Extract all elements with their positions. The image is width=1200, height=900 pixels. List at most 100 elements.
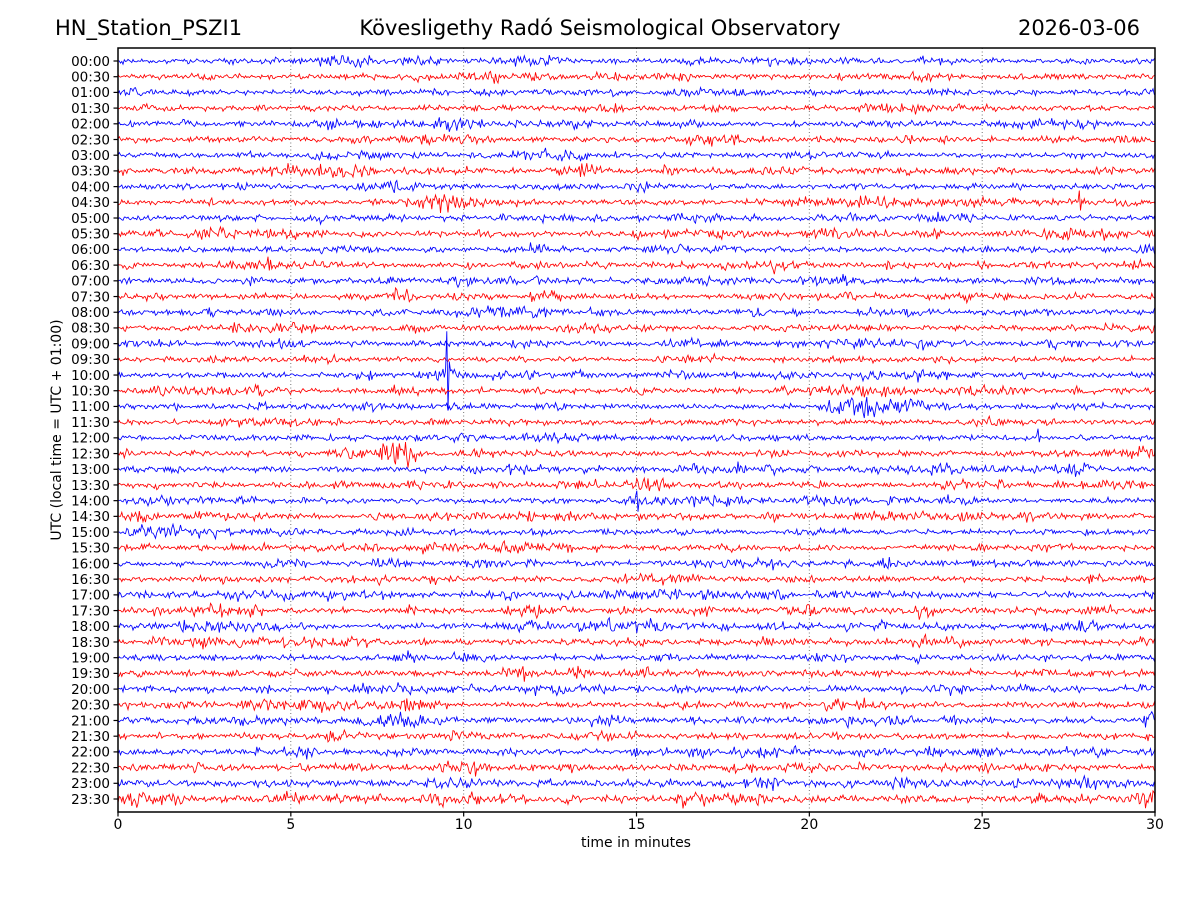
y-tick-label: 06:00 <box>71 242 110 258</box>
x-tick-label: 30 <box>1146 817 1164 833</box>
y-tick-label: 09:30 <box>71 352 110 368</box>
trace-18:00 <box>118 616 1155 634</box>
y-tick-label: 04:30 <box>71 195 110 211</box>
trace-10:30 <box>118 383 1155 398</box>
y-tick-label: 04:00 <box>71 179 110 195</box>
y-tick-label: 20:00 <box>71 682 110 698</box>
trace-00:00 <box>118 54 1155 68</box>
trace-16:30 <box>118 572 1155 587</box>
y-tick-label: 02:00 <box>71 117 110 133</box>
trace-11:30 <box>118 414 1155 428</box>
y-tick-label: 11:00 <box>71 399 110 415</box>
trace-09:30 <box>118 352 1155 366</box>
station-title: HN_Station_PSZI1 <box>55 16 243 40</box>
y-tick-label: 19:00 <box>71 651 110 667</box>
trace-19:00 <box>118 650 1155 666</box>
y-tick-label: 07:00 <box>71 274 110 290</box>
y-tick-label: 08:30 <box>71 321 110 337</box>
trace-13:30 <box>118 476 1155 492</box>
trace-17:00 <box>118 588 1155 603</box>
trace-20:00 <box>118 682 1155 697</box>
trace-05:30 <box>118 225 1155 242</box>
gridlines <box>290 48 983 812</box>
y-tick-label: 14:00 <box>71 494 110 510</box>
y-tick-label: 22:00 <box>71 745 110 761</box>
y-tick-label: 01:30 <box>71 101 110 117</box>
y-tick-label: 21:30 <box>71 729 110 745</box>
trace-02:00 <box>118 116 1155 132</box>
trace-04:00 <box>118 179 1155 194</box>
trace-21:00 <box>118 710 1155 730</box>
trace-03:00 <box>118 147 1155 162</box>
x-tick-label: 25 <box>973 817 991 833</box>
y-tick-label: 19:30 <box>71 666 110 682</box>
y-tick-label: 21:00 <box>71 713 110 729</box>
date-title: 2026-03-06 <box>1017 16 1140 40</box>
y-tick-label: 22:30 <box>71 760 110 776</box>
x-tick-label: 10 <box>455 817 473 833</box>
y-tick-label: 23:30 <box>71 792 110 808</box>
x-tick-label: 15 <box>628 817 646 833</box>
y-axis-label: UTC (local time = UTC + 01:00) <box>49 319 65 541</box>
trace-11:00 <box>118 396 1155 419</box>
y-tick-label: 16:30 <box>71 572 110 588</box>
y-tick-label: 13:00 <box>71 462 110 478</box>
trace-17:30 <box>118 602 1155 620</box>
y-tick-label: 05:30 <box>71 227 110 243</box>
y-tick-label: 00:30 <box>71 70 110 86</box>
trace-00:30 <box>118 70 1155 85</box>
y-tick-label: 03:30 <box>71 164 110 180</box>
y-axis: 00:0000:3001:0001:3002:0002:3003:0003:30… <box>71 54 118 808</box>
trace-12:00 <box>118 428 1155 445</box>
trace-09:00 <box>118 336 1155 351</box>
y-tick-label: 00:00 <box>71 54 110 70</box>
y-tick-label: 15:00 <box>71 525 110 541</box>
x-tick-label: 0 <box>114 817 123 833</box>
plot-border <box>117 47 1156 813</box>
y-tick-label: 05:00 <box>71 211 110 227</box>
y-tick-label: 13:30 <box>71 478 110 494</box>
trace-03:30 <box>118 163 1155 179</box>
trace-10:00 <box>118 331 1155 411</box>
trace-08:30 <box>118 321 1155 335</box>
trace-07:00 <box>118 273 1155 289</box>
y-tick-label: 09:00 <box>71 336 110 352</box>
trace-22:30 <box>118 760 1155 777</box>
trace-14:00 <box>118 490 1155 512</box>
trace-01:30 <box>118 102 1155 115</box>
y-tick-label: 17:00 <box>71 588 110 604</box>
y-tick-label: 07:30 <box>71 289 110 305</box>
trace-22:00 <box>118 744 1155 760</box>
trace-15:00 <box>118 522 1155 541</box>
y-tick-label: 12:30 <box>71 446 110 462</box>
y-tick-label: 03:00 <box>71 148 110 164</box>
x-axis-label: time in minutes <box>581 835 691 851</box>
y-tick-label: 23:00 <box>71 776 110 792</box>
x-tick-label: 5 <box>286 817 295 833</box>
y-tick-label: 18:00 <box>71 619 110 635</box>
y-tick-label: 02:30 <box>71 132 110 148</box>
y-tick-label: 15:30 <box>71 541 110 557</box>
trace-01:00 <box>118 85 1155 98</box>
trace-21:30 <box>118 728 1155 743</box>
trace-15:30 <box>118 539 1155 555</box>
traces <box>118 54 1155 809</box>
trace-12:30 <box>118 441 1155 468</box>
trace-13:00 <box>118 461 1155 477</box>
trace-07:30 <box>118 286 1155 305</box>
x-axis: 0 5 10 15 20 25 30 <box>114 812 1164 833</box>
trace-16:00 <box>118 556 1155 571</box>
observatory-title: Kövesligethy Radó Seismological Observat… <box>359 16 841 40</box>
y-tick-label: 18:30 <box>71 635 110 651</box>
y-tick-label: 06:30 <box>71 258 110 274</box>
x-tick-label: 20 <box>800 817 818 833</box>
trace-18:30 <box>118 633 1155 650</box>
y-tick-label: 17:30 <box>71 603 110 619</box>
y-tick-label: 10:30 <box>71 384 110 400</box>
y-tick-label: 11:30 <box>71 415 110 431</box>
trace-04:30 <box>118 190 1155 214</box>
trace-06:00 <box>118 242 1155 255</box>
trace-02:30 <box>118 133 1155 147</box>
trace-19:30 <box>118 665 1155 682</box>
